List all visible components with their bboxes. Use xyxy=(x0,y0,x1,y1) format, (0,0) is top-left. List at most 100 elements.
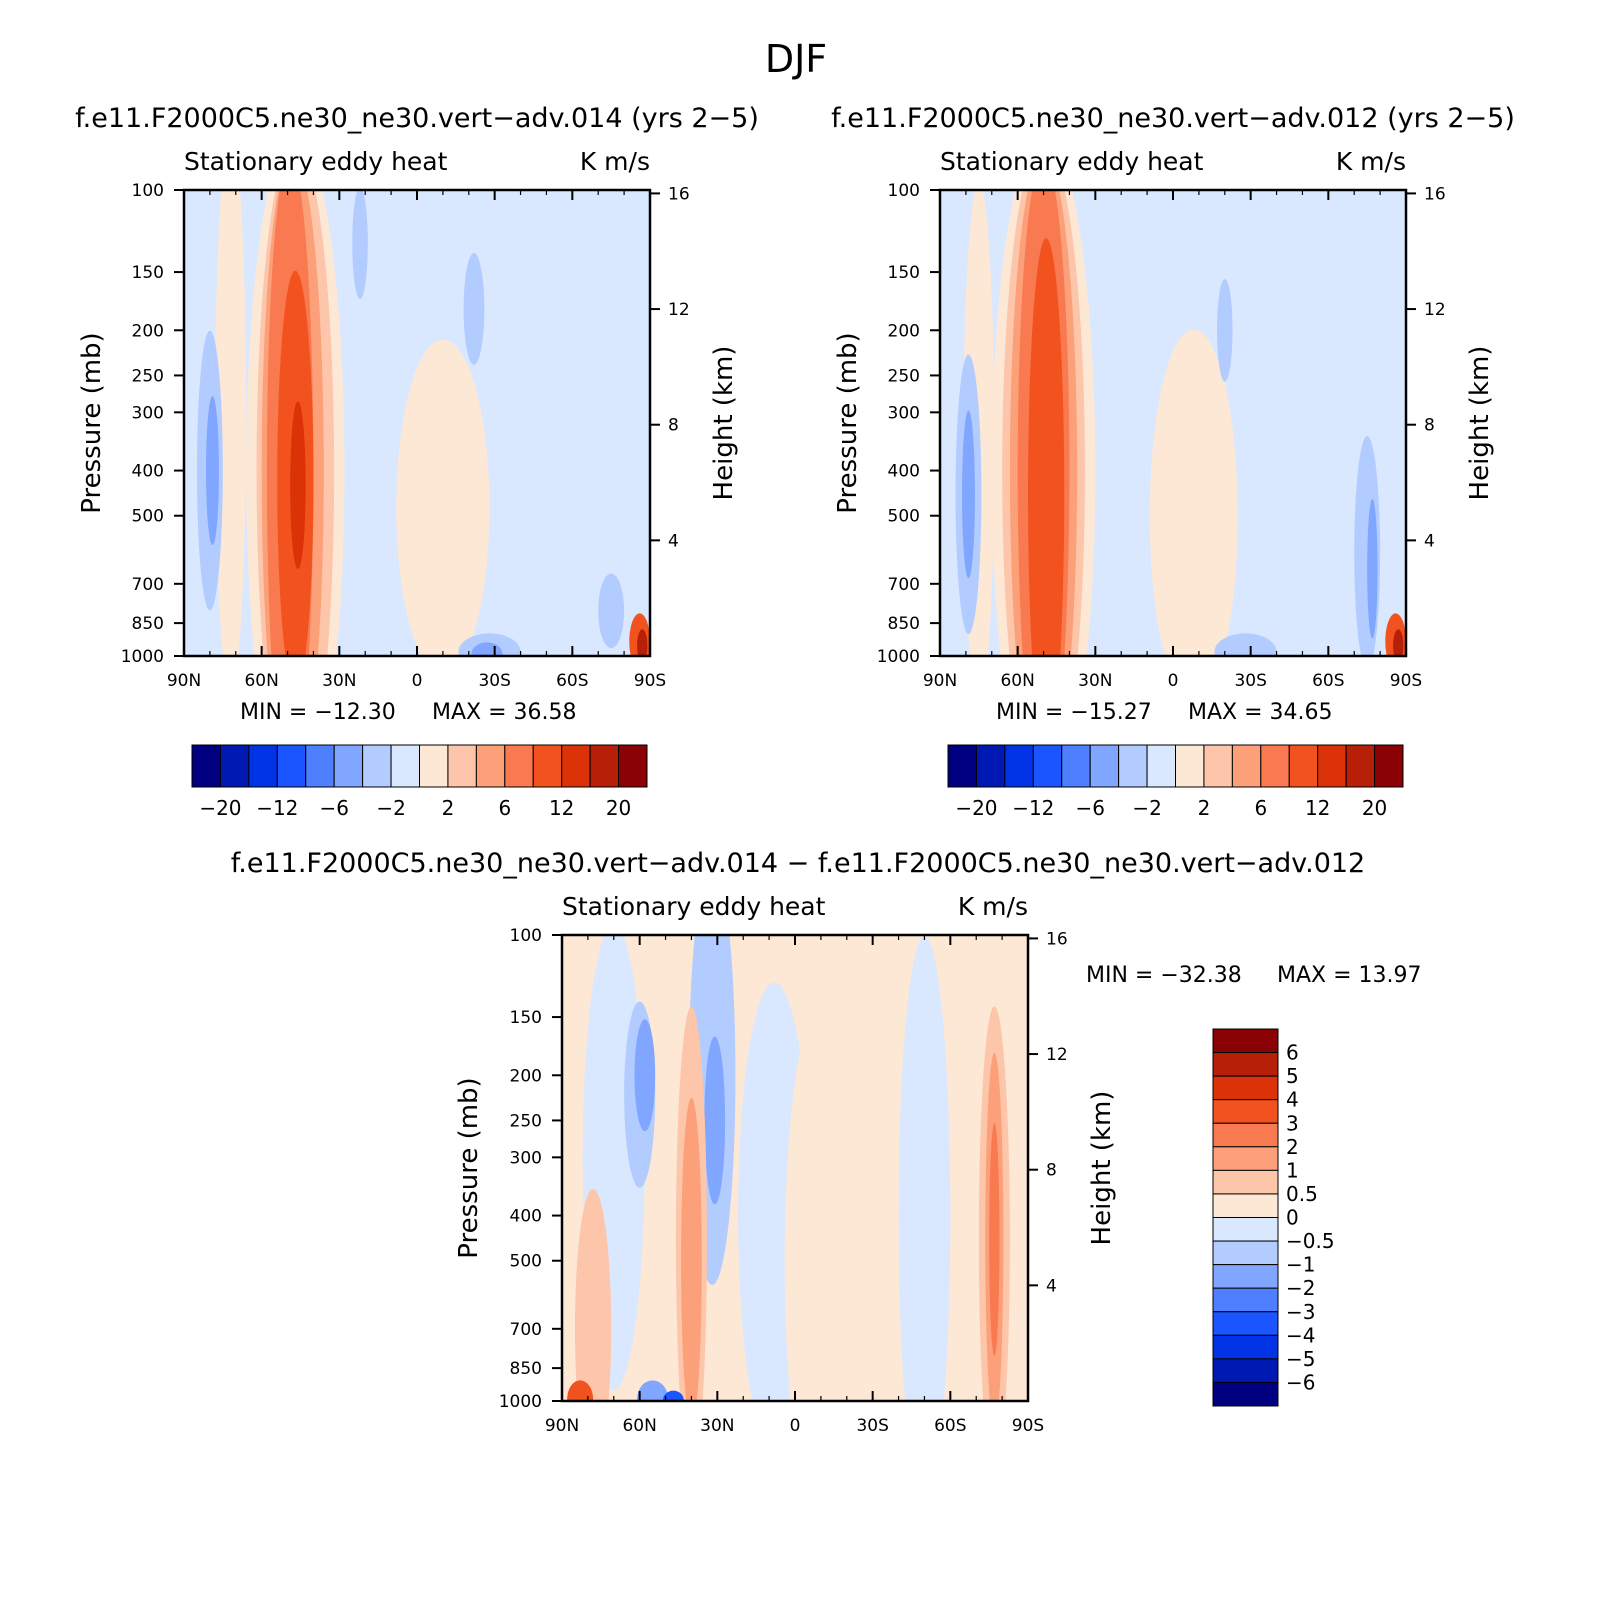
contour-region xyxy=(215,190,247,656)
panel-units: K m/s xyxy=(1336,147,1406,176)
x-tick-label: 60N xyxy=(244,671,278,691)
x-tick-label: 0 xyxy=(790,1416,801,1436)
y-tick-label: 850 xyxy=(510,1359,542,1379)
colorbar-box xyxy=(1212,1217,1279,1242)
contour-region xyxy=(898,936,951,1401)
y2-axis-title: Height (km) xyxy=(1087,1091,1117,1246)
y-tick-label: 100 xyxy=(888,181,920,201)
y-axis-title: Pressure (mb) xyxy=(77,332,107,513)
axes: 90N 60N 30N 0 30S 60S 90S 100 150 200 250 300 400 500… xyxy=(121,181,690,691)
colorbar-box xyxy=(1146,744,1176,788)
contour-region xyxy=(1028,238,1065,656)
colorbar-label: −2 xyxy=(1286,1276,1315,1300)
colorbar-box xyxy=(1212,1287,1279,1313)
colorbar-label: −6 xyxy=(1286,1370,1315,1394)
y-tick-label: 500 xyxy=(510,1252,542,1272)
min-label: MIN = −15.27 xyxy=(996,700,1152,725)
colorbar-box xyxy=(504,744,534,788)
y-tick-label: 400 xyxy=(510,1207,542,1227)
panel-subtitle: Stationary eddy heat xyxy=(184,147,448,176)
max-label: MAX = 34.65 xyxy=(1188,700,1333,725)
y-tick-label: 400 xyxy=(132,462,164,482)
x-tick-label: 90S xyxy=(1012,1416,1044,1436)
min-label: MIN = −12.30 xyxy=(240,700,396,725)
contour-region xyxy=(206,395,219,546)
colorbar-box xyxy=(532,744,563,788)
y2-axis-title: Height (km) xyxy=(1465,346,1495,501)
colorbar-box xyxy=(1374,744,1404,788)
colorbar-box xyxy=(1288,744,1319,788)
x-tick-label: 90N xyxy=(545,1416,579,1436)
y-tick-label: 1000 xyxy=(877,647,920,667)
contour-region xyxy=(1217,279,1233,382)
colorbar-box xyxy=(1345,744,1376,788)
y-tick-label: 150 xyxy=(132,263,164,283)
y-tick-label: 100 xyxy=(510,926,542,946)
y-tick-label: 1000 xyxy=(499,1392,542,1412)
axes: 90N 60N 30N 0 30S 60S 90S 100 150 200 250 300 400 500… xyxy=(877,181,1446,691)
contour-region xyxy=(962,410,975,579)
y-tick-label: 300 xyxy=(510,1148,542,1168)
y2-tick-label: 12 xyxy=(668,300,690,320)
y2-tick-label: 12 xyxy=(1424,300,1446,320)
x-tick-label: 30N xyxy=(700,1416,734,1436)
colorbar-box xyxy=(447,744,477,788)
colorbar-label: −20 xyxy=(199,796,241,820)
colorbar-label: 2 xyxy=(442,796,455,820)
y2-tick-label: 16 xyxy=(668,184,690,204)
colorbar-box xyxy=(1175,744,1205,788)
y2-tick-label: 4 xyxy=(668,531,679,551)
contour-region xyxy=(784,1004,858,1401)
colorbar-box xyxy=(1317,744,1347,788)
x-tick-label: 90N xyxy=(923,671,957,691)
colorbar-box xyxy=(1212,1358,1279,1383)
panel-diff: f.e11.F2000C5.ne30_ne30.vert−adv.014 − f… xyxy=(231,848,1422,1436)
x-tick-label: 60S xyxy=(1312,671,1344,691)
colorbar-label: 5 xyxy=(1286,1064,1299,1088)
y-tick-label: 200 xyxy=(510,1066,542,1086)
colorbar-box xyxy=(1231,744,1262,788)
y-tick-label: 700 xyxy=(510,1320,542,1340)
colorbar-box xyxy=(1212,1099,1279,1124)
colorbar-label: −2 xyxy=(376,796,405,820)
x-tick-label: 30S xyxy=(478,671,510,691)
y-tick-label: 300 xyxy=(132,403,164,423)
colorbar-box xyxy=(1260,744,1290,788)
colorbar-box xyxy=(975,744,1006,788)
contour-region xyxy=(662,1390,684,1401)
colorbar-box xyxy=(219,744,250,788)
colorbar-box xyxy=(947,744,977,788)
colorbar-box xyxy=(276,744,307,788)
colorbar-box xyxy=(1212,1381,1279,1407)
colorbar-label: −6 xyxy=(319,796,348,820)
contour-region xyxy=(352,190,368,300)
colorbar-box xyxy=(1212,1052,1279,1077)
colorbar-box xyxy=(390,744,420,788)
colorbar-box xyxy=(475,744,506,788)
colorbar-box xyxy=(362,744,392,788)
y-axis-title: Pressure (mb) xyxy=(833,332,863,513)
x-tick-label: 60S xyxy=(556,671,588,691)
contour-region xyxy=(704,1036,726,1205)
colorbar-label: −12 xyxy=(256,796,298,820)
y-tick-label: 200 xyxy=(132,321,164,341)
panel-units: K m/s xyxy=(958,892,1028,921)
colorbar-label: 6 xyxy=(1286,1041,1299,1065)
y-tick-label: 700 xyxy=(132,575,164,595)
colorbar-box xyxy=(1032,744,1063,788)
colorbar-box xyxy=(589,744,620,788)
y-tick-label: 500 xyxy=(888,507,920,527)
contour-region xyxy=(1393,629,1404,656)
colorbar-label: −6 xyxy=(1075,796,1104,820)
panel-title: f.e11.F2000C5.ne30_ne30.vert−adv.014 (yr… xyxy=(75,103,759,134)
colorbar-box xyxy=(1212,1169,1279,1195)
x-tick-label: 30N xyxy=(1078,671,1112,691)
colorbar: −20 −12 −6 −2 2 6 12 20 xyxy=(947,744,1404,820)
y2-tick-label: 12 xyxy=(1046,1045,1068,1065)
y-tick-label: 1000 xyxy=(121,647,164,667)
contour-region xyxy=(396,339,490,656)
colorbar-box xyxy=(1212,1146,1279,1171)
colorbar-label: 1 xyxy=(1286,1158,1299,1182)
panel-title: f.e11.F2000C5.ne30_ne30.vert−adv.014 − f… xyxy=(231,848,1366,879)
